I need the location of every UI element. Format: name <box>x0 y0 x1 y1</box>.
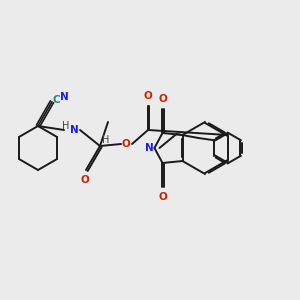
Text: N: N <box>145 143 154 153</box>
Text: H: H <box>102 135 110 145</box>
Text: H: H <box>62 121 70 131</box>
Text: O: O <box>144 91 152 101</box>
Text: O: O <box>158 192 167 202</box>
Text: N: N <box>60 92 68 102</box>
Text: O: O <box>122 139 130 149</box>
Text: O: O <box>158 94 167 104</box>
Text: N: N <box>70 125 78 135</box>
Text: O: O <box>81 175 89 185</box>
Text: C: C <box>53 95 60 105</box>
